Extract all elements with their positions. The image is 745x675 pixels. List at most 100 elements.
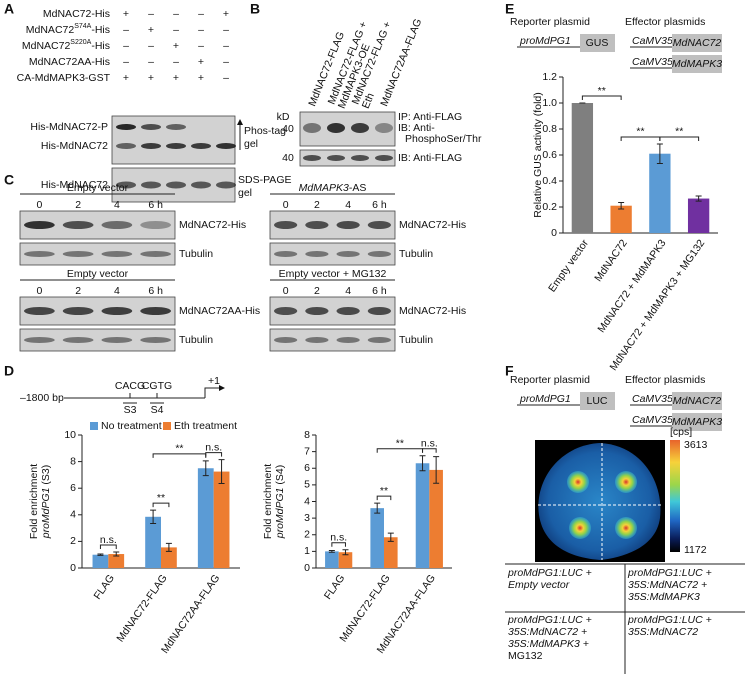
blot-band	[140, 251, 171, 257]
x-tick: MdNAC72AA-FLAG	[159, 572, 222, 655]
y-tick-label: 1.2	[542, 71, 557, 83]
time-label: 6 h	[372, 285, 387, 297]
y-tick-label: 5	[304, 479, 310, 491]
row-label-part: -His	[91, 24, 110, 36]
panel-label: E	[505, 1, 514, 17]
y-label-line-part: proMdPG1	[274, 487, 286, 539]
y-label-line: Fold enrichment	[28, 464, 40, 539]
error-bar	[113, 551, 120, 557]
row-label-part: MdNAC72	[22, 40, 71, 52]
x-tick: MdNAC72	[592, 237, 630, 284]
blot-band	[101, 251, 133, 257]
blot	[299, 149, 396, 167]
bar	[429, 469, 443, 568]
x-tick-label: MdNAC72 + MdMAPK3	[595, 237, 668, 335]
blot	[269, 328, 396, 352]
box-label: CGTG	[142, 380, 172, 392]
row-label: MdNAC72AA-His	[29, 56, 110, 68]
bar	[415, 463, 430, 568]
error-bar	[328, 550, 335, 553]
time-label: 6 h	[148, 285, 163, 297]
y-tick-label: 7	[304, 445, 310, 457]
panel-label: B	[250, 1, 260, 17]
blot-band	[24, 221, 55, 229]
y-label-line-part: Relative GUS activity (fold)	[532, 92, 544, 217]
y-tick-label: 8	[70, 455, 76, 467]
sign: –	[173, 24, 179, 36]
x-tick: FLAG	[92, 572, 118, 601]
bar	[108, 554, 125, 568]
time-label: 2	[75, 199, 81, 211]
blot-band	[191, 181, 211, 189]
blot-band	[216, 143, 236, 149]
sign: –	[148, 8, 154, 20]
luc-spot	[567, 471, 589, 493]
blot-band	[140, 337, 171, 343]
blot-band	[367, 307, 391, 315]
sign: +	[123, 72, 129, 84]
error-bar	[97, 553, 104, 556]
table-text: proMdPG1:LUC +	[507, 567, 592, 579]
table-text: proMdPG1:LUC +	[507, 614, 592, 626]
time-label: 2	[75, 285, 81, 297]
plasmid-title: Reporter plasmid	[510, 16, 590, 28]
sign: –	[148, 56, 154, 68]
row-label: MdNAC72-His	[43, 8, 110, 20]
y-tick-label: 0.4	[542, 175, 557, 187]
blot-band	[351, 155, 369, 161]
sign: +	[198, 56, 204, 68]
blot-band	[375, 155, 393, 161]
significance-bracket	[581, 95, 622, 100]
sign: –	[198, 40, 204, 52]
significance-label: n.s.	[100, 534, 117, 546]
lane-label-line: Eth	[360, 91, 377, 110]
blot-band	[367, 337, 391, 343]
blot-band	[141, 181, 161, 189]
blot-band	[274, 251, 298, 257]
time-label: 2	[314, 285, 320, 297]
luc-spot	[615, 471, 637, 493]
table-text: MG132	[508, 650, 543, 662]
box-label: CACG	[115, 380, 145, 392]
y-tick-label: 0.8	[542, 123, 557, 135]
y-tick-label: 0.2	[542, 201, 557, 213]
bar	[213, 471, 230, 568]
gene-box	[672, 392, 722, 410]
ib-label: IB: Anti-	[398, 122, 435, 134]
blot-band	[274, 307, 298, 315]
x-tick-label: FLAG	[322, 572, 348, 601]
group-title-part: MdMAPK3	[299, 182, 349, 194]
bar	[92, 554, 109, 568]
bar	[338, 552, 353, 568]
group-title: Empty vector	[67, 182, 129, 194]
legend-swatch	[163, 422, 171, 430]
error-bar	[695, 195, 702, 202]
y-label-line-part: (S4)	[274, 465, 286, 488]
table-text: 35S:MdNAC72 +	[508, 626, 587, 638]
blot-band	[336, 307, 360, 315]
sign: +	[223, 8, 229, 20]
y-tick-label: 6	[70, 482, 76, 494]
blot-band	[166, 143, 186, 149]
significance-label: **	[157, 492, 165, 504]
time-label: 2	[314, 199, 320, 211]
bar	[370, 508, 384, 568]
sign: –	[223, 72, 229, 84]
gene-box	[580, 392, 615, 410]
time-label: 0	[283, 199, 289, 211]
blot-band	[116, 124, 136, 130]
blot-band	[336, 251, 360, 257]
gene-name: MdMAPK3	[672, 416, 722, 428]
error-bar	[419, 455, 426, 472]
significance-label: **	[636, 126, 644, 138]
error-bar	[433, 456, 440, 484]
blot-band	[303, 123, 321, 133]
significance-label: **	[396, 438, 404, 450]
significance-bracket	[152, 502, 170, 508]
sign: –	[148, 40, 154, 52]
bar	[610, 205, 632, 233]
site-label: S3	[124, 404, 137, 416]
error-bar	[387, 532, 394, 542]
plasmid-title: Effector plasmids	[625, 16, 705, 28]
group-title: Empty vector + MG132	[279, 268, 387, 280]
